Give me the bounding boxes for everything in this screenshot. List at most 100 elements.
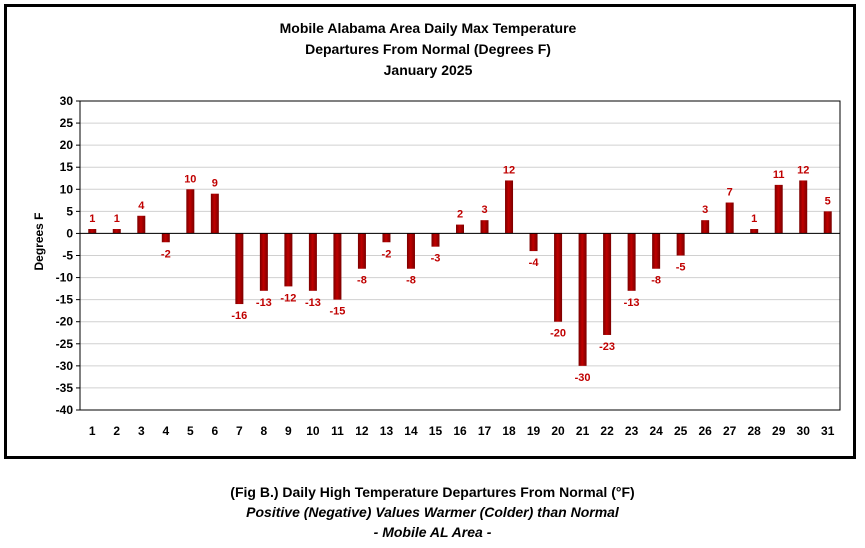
bar-day-4 — [161, 233, 170, 243]
figure-caption: (Fig B.) Daily High Temperature Departur… — [0, 482, 865, 542]
y-tick-label: 10 — [60, 182, 74, 196]
data-label-day-19: -4 — [529, 257, 540, 269]
y-tick-label: 30 — [60, 94, 74, 108]
data-labels: 1 14-210 9-16-13 -12 -13-15-8-2-8-32 312-4-20… — [89, 164, 831, 383]
x-tick-label: 7 — [236, 424, 243, 438]
data-label-day-14: -8 — [406, 275, 416, 287]
x-tick-label: 1 — [89, 424, 96, 438]
y-tick-label: -25 — [56, 337, 74, 351]
x-tick-label: 14 — [404, 424, 418, 438]
bar-day-10 — [308, 233, 317, 291]
x-tick-label: 17 — [478, 424, 492, 438]
data-label-day-13: -2 — [382, 248, 392, 260]
bar-day-12 — [357, 233, 366, 269]
x-tick-label: 8 — [261, 424, 268, 438]
caption-line-1: (Fig B.) Daily High Temperature Departur… — [230, 484, 635, 500]
bar-day-22 — [603, 233, 612, 335]
data-label-day-18: 12 — [503, 164, 515, 176]
y-tick-label: -5 — [62, 249, 73, 263]
x-tick-label: 6 — [211, 424, 218, 438]
data-label-day-29: 11 — [773, 169, 785, 181]
y-tick-label: -35 — [56, 381, 74, 395]
y-tick-label: 5 — [66, 204, 73, 218]
data-label-day-21: -30 — [575, 372, 591, 384]
y-tick-label: -40 — [56, 403, 74, 417]
x-tick-label: 4 — [162, 424, 169, 438]
data-label-day-12: -8 — [357, 275, 367, 287]
bar-day-21 — [578, 233, 587, 366]
chart-frame: Mobile Alabama Area Daily Max Temperatur… — [4, 4, 856, 459]
bar-day-6 — [210, 193, 219, 234]
bar-day-19 — [529, 233, 538, 252]
y-tick-label: 25 — [60, 116, 74, 130]
data-label-day-1: 1 — [89, 213, 95, 225]
x-tick-label: 21 — [576, 424, 590, 438]
x-tick-label: 24 — [649, 424, 663, 438]
bar-day-1 — [88, 229, 97, 234]
data-label-day-4: -2 — [161, 248, 171, 260]
bar-day-28 — [750, 229, 759, 234]
bar-day-27 — [725, 202, 734, 234]
data-label-day-26: 3 — [702, 204, 708, 216]
axes: -40-35-30-25-20-15-10-5051015202530Degre… — [32, 94, 841, 438]
bar-day-13 — [382, 233, 391, 243]
y-tick-label: 0 — [66, 226, 73, 240]
bar-day-16 — [456, 224, 464, 234]
caption-line-2: Positive (Negative) Values Warmer (Colde… — [246, 504, 619, 520]
data-label-day-3: 4 — [138, 200, 145, 212]
y-tick-label: 15 — [60, 160, 74, 174]
y-tick-label: -20 — [56, 315, 74, 329]
x-tick-label: 30 — [797, 424, 811, 438]
bar-day-23 — [627, 233, 636, 291]
bar-day-2 — [112, 229, 121, 234]
data-label-day-8: -13 — [256, 297, 272, 309]
bar-day-11 — [333, 233, 342, 300]
bar-day-25 — [676, 233, 685, 256]
bar-day-31 — [823, 211, 832, 234]
bar-day-5 — [186, 189, 195, 234]
data-label-day-5: 10 — [184, 173, 196, 185]
x-tick-label: 27 — [723, 424, 737, 438]
x-tick-label: 25 — [674, 424, 688, 438]
x-tick-label: 28 — [748, 424, 762, 438]
x-tick-label: 29 — [772, 424, 786, 438]
data-label-day-28: 1 — [751, 213, 757, 225]
bar-day-24 — [652, 233, 661, 269]
x-tick-label: 23 — [625, 424, 639, 438]
x-tick-label: 10 — [306, 424, 320, 438]
x-tick-label: 20 — [551, 424, 565, 438]
x-tick-label: 16 — [453, 424, 467, 438]
x-tick-label: 13 — [380, 424, 394, 438]
bar-day-8 — [259, 233, 268, 291]
bar-day-15 — [431, 233, 440, 247]
bar-day-18 — [505, 180, 514, 234]
x-tick-label: 3 — [138, 424, 145, 438]
bar-day-9 — [284, 233, 293, 287]
bar-day-3 — [137, 215, 146, 234]
data-label-day-6: 9 — [212, 178, 218, 190]
data-label-day-17: 3 — [481, 204, 487, 216]
x-tick-label: 15 — [429, 424, 443, 438]
data-label-day-16: 2 — [457, 209, 463, 221]
data-label-day-20: -20 — [550, 328, 566, 340]
data-label-day-15: -3 — [431, 253, 441, 265]
bar-day-29 — [774, 184, 783, 234]
y-tick-label: 20 — [60, 138, 74, 152]
y-tick-label: -15 — [56, 293, 74, 307]
data-label-day-25: -5 — [676, 262, 686, 274]
data-label-day-23: -13 — [624, 297, 640, 309]
x-tick-label: 5 — [187, 424, 194, 438]
y-tick-label: -30 — [56, 359, 74, 373]
x-tick-label: 26 — [698, 424, 712, 438]
x-tick-label: 19 — [527, 424, 541, 438]
data-label-day-9: -12 — [280, 292, 296, 304]
x-tick-label: 31 — [821, 424, 835, 438]
chart-title: Mobile Alabama Area Daily Max Temperatur… — [280, 20, 577, 78]
bars — [88, 180, 832, 366]
data-label-day-30: 12 — [797, 164, 809, 176]
data-label-day-11: -15 — [329, 306, 345, 318]
y-tick-label: -10 — [56, 271, 74, 285]
data-label-day-27: 7 — [727, 187, 733, 199]
x-tick-label: 2 — [113, 424, 120, 438]
x-tick-label: 9 — [285, 424, 292, 438]
